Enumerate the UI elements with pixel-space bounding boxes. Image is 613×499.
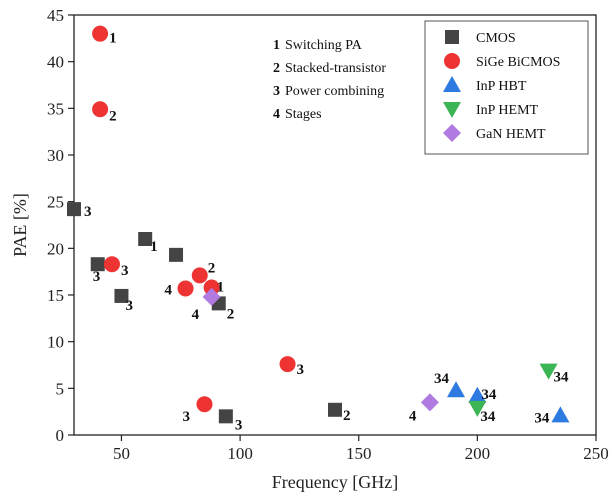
point-label: 34: [554, 370, 570, 386]
annotation-item: 3 Power combining: [273, 84, 384, 99]
legend-marker: [445, 30, 459, 44]
point-label: 2: [343, 408, 351, 424]
point-label: 4: [192, 307, 200, 323]
point-label: 3: [235, 417, 243, 433]
legend-marker: [444, 53, 460, 69]
point-label: 3: [121, 263, 129, 279]
x-tick-label: 150: [346, 444, 372, 463]
point-cmos: [169, 247, 184, 262]
y-tick-label: 25: [47, 193, 64, 212]
x-tick-label: 50: [113, 444, 130, 463]
point-label: 2: [109, 108, 117, 124]
point-inp-hbt: [468, 386, 487, 403]
point-cmos: [90, 257, 105, 272]
point-sige-bicmos: [92, 101, 109, 118]
annotation-text: Stages: [285, 107, 322, 122]
point-label: 4: [409, 408, 417, 424]
legend-marker: [443, 124, 461, 142]
annotation-item: 4 Stages: [273, 107, 322, 122]
point-label: 34: [481, 387, 497, 403]
y-tick-label: 30: [47, 146, 64, 165]
point-inp-hemt: [539, 363, 558, 380]
point-cmos: [67, 202, 81, 217]
annotation-text: Power combining: [285, 84, 384, 99]
point-label: 3: [183, 409, 191, 425]
x-tick-label: 100: [227, 444, 253, 463]
annotation-number: 4: [273, 107, 280, 122]
point-sige-bicmos: [177, 280, 194, 297]
point-label: 3: [125, 298, 133, 314]
point-inp-hemt: [468, 400, 487, 417]
x-tick-label: 200: [465, 444, 491, 463]
legend-label: CMOS: [476, 31, 516, 46]
y-tick-label: 15: [47, 286, 64, 305]
point-sige-bicmos: [103, 256, 120, 273]
point-sige-bicmos: [203, 279, 220, 296]
point-cmos: [328, 402, 342, 417]
y-tick-label: 5: [56, 379, 65, 398]
y-tick-label: 45: [47, 6, 64, 25]
annotation-number: 1: [273, 38, 280, 53]
point-label: 34: [434, 371, 450, 387]
legend-label: SiGe BiCMOS: [476, 55, 560, 70]
point-label: 34: [534, 410, 550, 426]
legend-label: GaN HEMT: [476, 127, 546, 142]
point-label: 4: [165, 282, 173, 298]
point-sige-bicmos: [279, 356, 296, 373]
annotation-number: 2: [273, 61, 280, 76]
point-label: 34: [480, 409, 496, 425]
point-label: 1: [217, 280, 225, 296]
point-sige-bicmos: [196, 396, 213, 413]
point-cmos: [218, 409, 233, 424]
point-cmos: [138, 232, 153, 246]
y-tick-label: 20: [47, 239, 64, 258]
y-tick-label: 40: [47, 53, 64, 72]
point-label: 3: [93, 269, 101, 285]
point-gan-hemt: [420, 393, 439, 412]
point-label: 1: [109, 31, 117, 47]
x-tick-label: 250: [583, 444, 609, 463]
point-cmos: [114, 288, 129, 303]
y-tick-label: 35: [47, 99, 64, 118]
point-sige-bicmos: [191, 267, 208, 284]
x-axis-label: Frequency [GHz]: [272, 472, 398, 492]
y-tick-label: 10: [47, 333, 64, 352]
y-axis-label: PAE [%]: [10, 193, 30, 257]
point-gan-hemt: [202, 287, 221, 306]
annotation-text: Stacked-transistor: [285, 61, 386, 76]
annotation-text: Switching PA: [285, 38, 363, 53]
annotation-number: 3: [273, 84, 280, 99]
y-tick-label: 0: [56, 426, 65, 445]
point-label: 3: [84, 204, 92, 220]
point-inp-hbt: [551, 406, 570, 423]
point-sige-bicmos: [92, 25, 109, 42]
point-label: 2: [227, 306, 235, 322]
legend-marker: [443, 102, 461, 118]
legend-label: InP HEMT: [476, 103, 539, 118]
point-label: 3: [297, 362, 305, 378]
legend-label: InP HBT: [476, 79, 527, 94]
annotation-item: 1 Switching PA: [273, 38, 363, 53]
annotation-item: 2 Stacked-transistor: [273, 61, 386, 76]
legend-marker: [443, 76, 461, 92]
point-label: 2: [208, 260, 216, 276]
plot-frame: [73, 14, 597, 436]
point-inp-hbt: [447, 381, 466, 398]
point-label: 1: [150, 239, 158, 255]
